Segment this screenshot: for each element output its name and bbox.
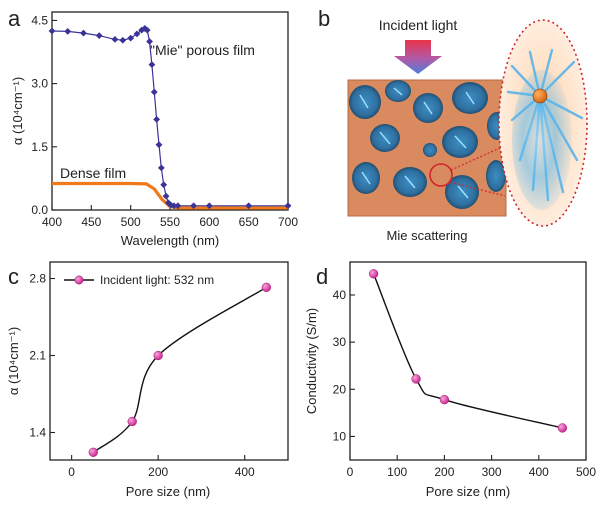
mie-data-point <box>150 88 158 96</box>
mie-data-point <box>143 26 151 34</box>
d-ytick-label: 30 <box>333 335 347 349</box>
panel-d-data-point <box>439 395 450 405</box>
panel-c-fit-curve <box>92 286 267 453</box>
d-ytick-label: 10 <box>333 429 347 443</box>
a-ytick-label: 1.5 <box>31 140 48 154</box>
a-ytick-label: 4.5 <box>31 13 48 27</box>
mie-data-point <box>245 202 253 210</box>
panel-label-d: d <box>316 264 328 289</box>
mie-data-point <box>111 35 119 43</box>
mie-data-point <box>153 116 161 123</box>
panel-d-xlabel: Pore size (nm) <box>426 484 511 499</box>
panel-c-legend-label: Incident light: 532 nm <box>100 273 214 287</box>
panel-c-data-point <box>127 416 137 427</box>
panel-label-c: c <box>8 264 19 289</box>
d-xtick-label: 200 <box>434 465 454 479</box>
mie-data-point <box>138 26 146 34</box>
d-ytick-label: 20 <box>333 382 347 396</box>
annotation-dense-film: Dense film <box>60 165 126 181</box>
a-xtick-label: 550 <box>160 215 180 229</box>
mie-data-point <box>119 36 127 44</box>
panel-c-data-point <box>261 282 272 292</box>
incident-light-arrow <box>394 40 442 74</box>
d-xtick-label: 500 <box>576 465 596 479</box>
panel-label-b: b <box>318 6 330 31</box>
d-ytick-label: 40 <box>333 288 347 302</box>
c-ytick-label: 2.8 <box>29 272 46 286</box>
a-xtick-label: 700 <box>278 215 298 229</box>
mie-data-point <box>160 181 168 189</box>
mie-data-point <box>170 202 178 210</box>
mie-data-point <box>284 202 292 210</box>
mie-data-point <box>95 32 103 39</box>
mie-data-point <box>205 202 213 210</box>
panel-d-frame <box>349 261 587 461</box>
mie-particle <box>532 88 548 104</box>
a-ytick-label: 0.0 <box>31 203 48 217</box>
mie-data-point <box>48 27 56 35</box>
panel-d-data-point <box>368 269 379 279</box>
a-xtick-label: 650 <box>239 215 259 229</box>
a-ytick-label: 3.0 <box>31 77 48 91</box>
panel-c-ylabel: α (10⁴cm⁻¹) <box>6 327 21 395</box>
panel-a-xlabel: Wavelength (nm) <box>121 233 220 248</box>
a-xtick-label: 600 <box>199 215 219 229</box>
mie-data-point <box>133 30 141 38</box>
c-xtick-label: 400 <box>235 465 255 479</box>
mie-data-point <box>146 38 153 45</box>
d-xtick-label: 0 <box>347 465 354 479</box>
scatter-arrows <box>359 87 475 199</box>
mie-data-point <box>155 141 163 149</box>
panel-c-data-point <box>153 350 163 361</box>
panel-d-ylabel: Conductivity (S/m) <box>304 308 319 414</box>
mie-data-point <box>174 202 182 210</box>
panel-a-chart: 400 450 500 550 600 650 700 0.0 1.5 3.0 4.5 "Mie"… <box>10 11 298 248</box>
mie-data-point <box>80 29 87 37</box>
panel-a-ylabel: α (10⁴cm⁻¹) <box>10 77 25 145</box>
panel-b-diagram: Incident light <box>347 17 588 243</box>
panel-d-chart: 0 100 200 300 400 500 10 20 30 40 Pore size (nm)… <box>304 261 596 499</box>
panel-c-xlabel: Pore size (nm) <box>126 484 211 499</box>
d-xtick-label: 400 <box>529 465 549 479</box>
panel-c-legend: Incident light: 532 nm <box>64 273 214 287</box>
mie-data-point <box>157 164 165 172</box>
zoom-circle <box>429 163 453 187</box>
mie-data-point <box>64 27 72 35</box>
panel-d-data-point <box>557 423 568 433</box>
series-dense-film-line <box>52 181 288 210</box>
a-xtick-label: 450 <box>81 215 101 229</box>
incident-light-label: Incident light <box>379 17 458 33</box>
mie-data-point <box>141 25 149 32</box>
panel-c-chart: 0 200 400 1.4 2.1 2.8 Incident light: 532 nm… <box>6 261 289 499</box>
panel-d-fit-curve <box>372 273 563 429</box>
a-xtick-label: 400 <box>42 215 62 229</box>
panel-c-data-point <box>88 447 98 457</box>
panel-d-data-point <box>411 374 421 384</box>
annotation-mie-porous-film: "Mie" porous film <box>150 42 255 58</box>
panel-c-frame <box>49 261 289 461</box>
d-xtick-label: 100 <box>387 465 407 479</box>
c-xtick-label: 0 <box>68 465 75 479</box>
mie-data-point <box>148 61 156 69</box>
panel-label-a: a <box>8 6 21 31</box>
c-ytick-label: 2.1 <box>29 349 46 363</box>
c-ytick-label: 1.4 <box>29 426 46 440</box>
a-xtick-label: 500 <box>121 215 141 229</box>
mie-data-point <box>190 202 197 210</box>
d-xtick-label: 300 <box>482 465 502 479</box>
mie-data-point <box>162 192 170 200</box>
mie-data-point <box>127 34 135 42</box>
mie-scattering-caption: Mie scattering <box>387 228 468 243</box>
c-xtick-label: 200 <box>148 465 168 479</box>
